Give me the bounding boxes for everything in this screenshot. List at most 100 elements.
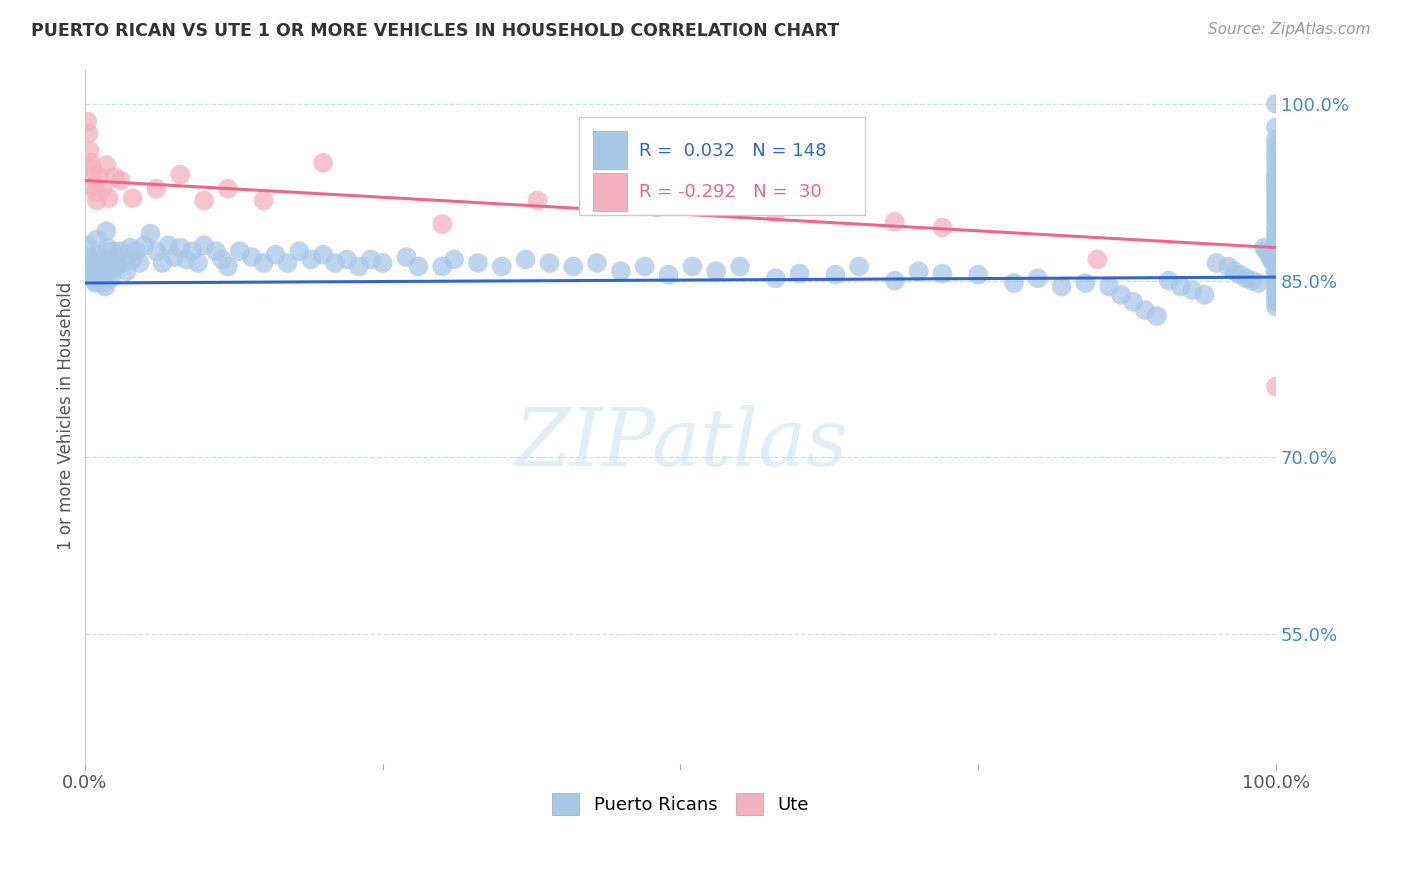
- Point: [229, 244, 252, 259]
- Point: [96, 158, 118, 172]
- Point: [1146, 309, 1168, 323]
- Point: [1234, 271, 1257, 285]
- Point: [467, 256, 489, 270]
- Point: [105, 260, 128, 274]
- Point: [1265, 224, 1288, 238]
- Point: [765, 205, 787, 219]
- Point: [1260, 252, 1282, 267]
- Point: [538, 256, 561, 270]
- Point: [657, 268, 679, 282]
- Point: [1265, 210, 1288, 224]
- Point: [77, 250, 100, 264]
- Point: [1002, 276, 1025, 290]
- Point: [1050, 279, 1073, 293]
- Point: [1265, 144, 1288, 158]
- Point: [1265, 96, 1288, 111]
- Point: [139, 227, 162, 241]
- Point: [645, 201, 668, 215]
- FancyBboxPatch shape: [593, 173, 627, 211]
- Point: [125, 244, 148, 259]
- Point: [1265, 186, 1288, 201]
- Text: PUERTO RICAN VS UTE 1 OR MORE VEHICLES IN HOUSEHOLD CORRELATION CHART: PUERTO RICAN VS UTE 1 OR MORE VEHICLES I…: [31, 22, 839, 40]
- Point: [1256, 244, 1278, 259]
- Point: [211, 252, 233, 267]
- Point: [1265, 264, 1288, 278]
- Text: R = -0.292   N =  30: R = -0.292 N = 30: [638, 183, 821, 202]
- Point: [86, 232, 108, 246]
- Point: [562, 260, 585, 274]
- Point: [115, 264, 138, 278]
- Point: [432, 217, 454, 231]
- Point: [408, 260, 430, 274]
- Point: [187, 256, 209, 270]
- Point: [264, 248, 287, 262]
- Point: [217, 182, 239, 196]
- Point: [1265, 177, 1288, 191]
- Point: [1265, 182, 1288, 196]
- Point: [120, 241, 142, 255]
- Point: [336, 252, 359, 267]
- Point: [76, 238, 98, 252]
- Point: [93, 276, 115, 290]
- Point: [252, 256, 274, 270]
- Point: [1265, 201, 1288, 215]
- Point: [1098, 279, 1121, 293]
- Point: [1157, 274, 1180, 288]
- Point: [1218, 260, 1240, 274]
- Point: [824, 268, 846, 282]
- Point: [883, 215, 905, 229]
- Point: [80, 161, 103, 176]
- Point: [1133, 303, 1156, 318]
- Point: [96, 224, 118, 238]
- Point: [1181, 283, 1204, 297]
- Point: [883, 274, 905, 288]
- Point: [100, 271, 122, 285]
- Point: [610, 264, 633, 278]
- Point: [83, 274, 105, 288]
- Point: [931, 267, 953, 281]
- Point: [79, 256, 101, 270]
- Point: [1253, 241, 1275, 255]
- Point: [97, 191, 120, 205]
- Point: [312, 156, 335, 170]
- Point: [84, 276, 107, 290]
- Point: [1265, 276, 1288, 290]
- Point: [1265, 191, 1288, 205]
- Point: [1265, 380, 1288, 394]
- Point: [157, 238, 180, 252]
- Point: [681, 260, 703, 274]
- Point: [323, 256, 346, 270]
- Point: [104, 252, 127, 267]
- Point: [80, 156, 103, 170]
- Point: [110, 244, 132, 259]
- Point: [80, 260, 103, 274]
- Point: [1223, 264, 1246, 278]
- Y-axis label: 1 or more Vehicles in Household: 1 or more Vehicles in Household: [58, 282, 75, 550]
- Point: [1265, 220, 1288, 235]
- Point: [101, 244, 124, 259]
- Point: [1265, 132, 1288, 146]
- Point: [169, 241, 191, 255]
- Point: [91, 271, 114, 285]
- Text: Source: ZipAtlas.com: Source: ZipAtlas.com: [1208, 22, 1371, 37]
- Point: [1265, 228, 1288, 243]
- Point: [1265, 252, 1288, 267]
- Point: [1265, 248, 1288, 262]
- Point: [82, 268, 104, 282]
- Point: [1265, 161, 1288, 176]
- Point: [174, 252, 197, 267]
- Point: [1265, 232, 1288, 246]
- Point: [169, 168, 191, 182]
- Point: [80, 264, 103, 278]
- Point: [1263, 256, 1285, 270]
- Point: [1265, 283, 1288, 297]
- Point: [150, 256, 173, 270]
- Point: [299, 252, 322, 267]
- Point: [1265, 235, 1288, 250]
- Point: [1241, 274, 1264, 288]
- Point: [87, 248, 110, 262]
- Point: [104, 169, 127, 184]
- Point: [288, 244, 311, 259]
- Point: [1265, 256, 1288, 270]
- Point: [1074, 276, 1097, 290]
